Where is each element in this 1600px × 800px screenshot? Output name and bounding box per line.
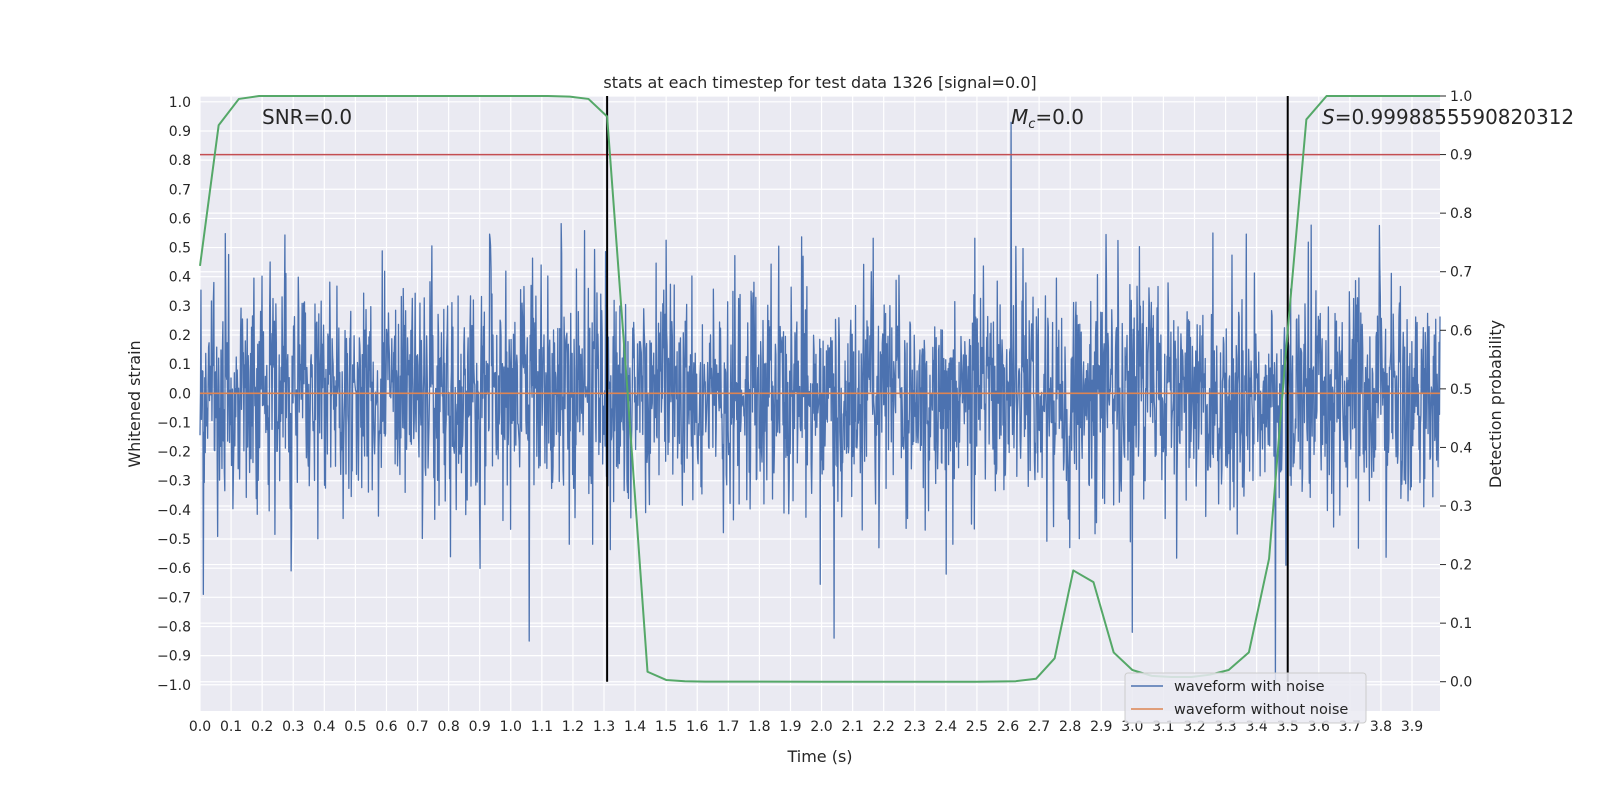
x-tick-label: 0.9: [469, 719, 491, 735]
x-tick-label: 2.4: [935, 719, 957, 735]
y-tick-label: −0.6: [157, 561, 191, 577]
y-tick-label: −0.8: [157, 619, 191, 635]
x-tick-label: 1.9: [779, 719, 801, 735]
chirp-mass-subscript: c: [1028, 117, 1035, 132]
x-tick-label: 0.5: [344, 719, 366, 735]
y2-tick-label: 0.5: [1450, 382, 1472, 398]
y-tick-label: −0.3: [157, 474, 191, 490]
x-tick-label: 2.3: [904, 719, 926, 735]
x-tick-label: 2.8: [1059, 719, 1081, 735]
x-tick-label: 0.8: [437, 719, 459, 735]
y-tick-label: −0.1: [157, 415, 191, 431]
y2-tick-label: 1.0: [1450, 89, 1472, 105]
chirp-mass-annotation: Mc=0.0: [1011, 105, 1084, 132]
x-tick-label: 2.5: [966, 719, 988, 735]
y-tick-label: 0.6: [169, 211, 191, 227]
x-tick-label: 2.2: [873, 719, 895, 735]
y2-tick-label: 0.1: [1450, 616, 1472, 632]
y2-tick-label: 0.6: [1450, 323, 1472, 339]
x-tick-label: 0.3: [282, 719, 304, 735]
x-tick-label: 2.1: [841, 719, 863, 735]
y-tick-label: −0.2: [157, 445, 191, 461]
y-tick-label: −1.0: [157, 678, 191, 694]
x-tick-label: 0.4: [313, 719, 335, 735]
y2-tick-label: 0.7: [1450, 265, 1472, 281]
y2-tick-label: 0.3: [1450, 499, 1472, 515]
y-tick-label: −0.5: [157, 532, 191, 548]
x-tick-label: 1.7: [717, 719, 739, 735]
chart-title: stats at each timestep for test data 132…: [603, 73, 1036, 92]
y-axis-label: Whitened strain: [125, 340, 144, 467]
x-tick-label: 2.0: [810, 719, 832, 735]
y2-tick-label: 0.4: [1450, 440, 1472, 456]
legend-label-noise: waveform with noise: [1174, 679, 1325, 695]
x-tick-label: 1.8: [748, 719, 770, 735]
x-tick-label: 1.5: [655, 719, 677, 735]
x-tick-label: 2.6: [997, 719, 1019, 735]
x-tick-label: 1.6: [686, 719, 708, 735]
y-tick-label: −0.9: [157, 649, 191, 665]
x-tick-label: 0.1: [220, 719, 242, 735]
y-tick-label: 0.5: [169, 241, 191, 257]
y-tick-label: 0.1: [169, 357, 191, 373]
s-annotation: S=0.9998855590820312: [1322, 105, 1574, 129]
y2-tick-label: 0.0: [1450, 675, 1472, 691]
chirp-mass-symbol: M: [1011, 105, 1028, 129]
s-symbol: S: [1322, 105, 1335, 129]
legend-label-clean: waveform without noise: [1174, 702, 1348, 718]
y-tick-label: 0.2: [169, 328, 191, 344]
y2-axis-label: Detection probability: [1486, 320, 1505, 488]
y-tick-label: 0.8: [169, 153, 191, 169]
x-tick-label: 2.9: [1090, 719, 1112, 735]
x-tick-label: 1.4: [624, 719, 646, 735]
x-tick-label: 0.7: [406, 719, 428, 735]
legend: waveform with noise waveform without noi…: [1125, 673, 1366, 723]
x-tick-label: 1.3: [593, 719, 615, 735]
y2-tick-label: 0.2: [1450, 558, 1472, 574]
x-tick-label: 0.2: [251, 719, 273, 735]
x-tick-label: 3.8: [1370, 719, 1392, 735]
y-tick-label: 0.9: [169, 124, 191, 140]
x-tick-label: 1.1: [531, 719, 553, 735]
s-value: =0.9998855590820312: [1335, 105, 1574, 129]
y-tick-label: −0.7: [157, 590, 191, 606]
x-tick-label: 0.0: [189, 719, 211, 735]
y-tick-label: −0.4: [157, 503, 191, 519]
snr-annotation: SNR=0.0: [262, 105, 352, 129]
x-tick-label: 1.0: [500, 719, 522, 735]
x-axis-label: Time (s): [786, 747, 852, 766]
x-tick-label: 3.9: [1401, 719, 1423, 735]
y-tick-label: 0.0: [169, 386, 191, 402]
y-tick-label: 0.4: [169, 270, 191, 286]
x-tick-label: 1.2: [562, 719, 584, 735]
y-tick-label: 0.3: [169, 299, 191, 315]
x-tick-label: 0.6: [375, 719, 397, 735]
chirp-mass-value: =0.0: [1035, 105, 1084, 129]
y2-tick-label: 0.9: [1450, 148, 1472, 164]
y2-tick-label: 0.8: [1450, 206, 1472, 222]
x-tick-label: 2.7: [1028, 719, 1050, 735]
y-tick-label: 1.0: [169, 95, 191, 111]
y-tick-label: 0.7: [169, 182, 191, 198]
